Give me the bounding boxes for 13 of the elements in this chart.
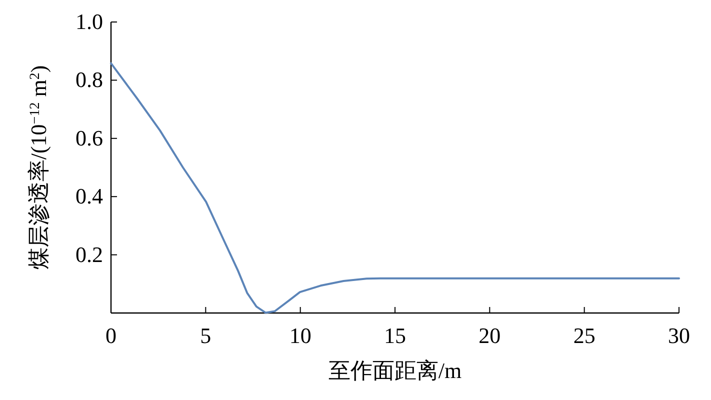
y-tick-label: 0.2 (76, 242, 103, 267)
x-tick-label: 5 (200, 323, 212, 348)
y-tick-label: 1.0 (76, 9, 103, 34)
y-tick-label: 0.8 (76, 67, 103, 92)
x-tick-label: 15 (384, 323, 406, 348)
x-tick-label: 20 (478, 323, 501, 348)
x-tick-label: 0 (106, 323, 116, 348)
y-tick-label: 0.6 (76, 125, 103, 150)
x-tick-label: 10 (289, 323, 312, 348)
x-axis-title: 至作面距离/m (328, 358, 462, 383)
y-tick-label: 0.4 (76, 184, 103, 209)
x-tick-label: 25 (573, 323, 596, 348)
x-tick-label: 30 (668, 323, 690, 348)
